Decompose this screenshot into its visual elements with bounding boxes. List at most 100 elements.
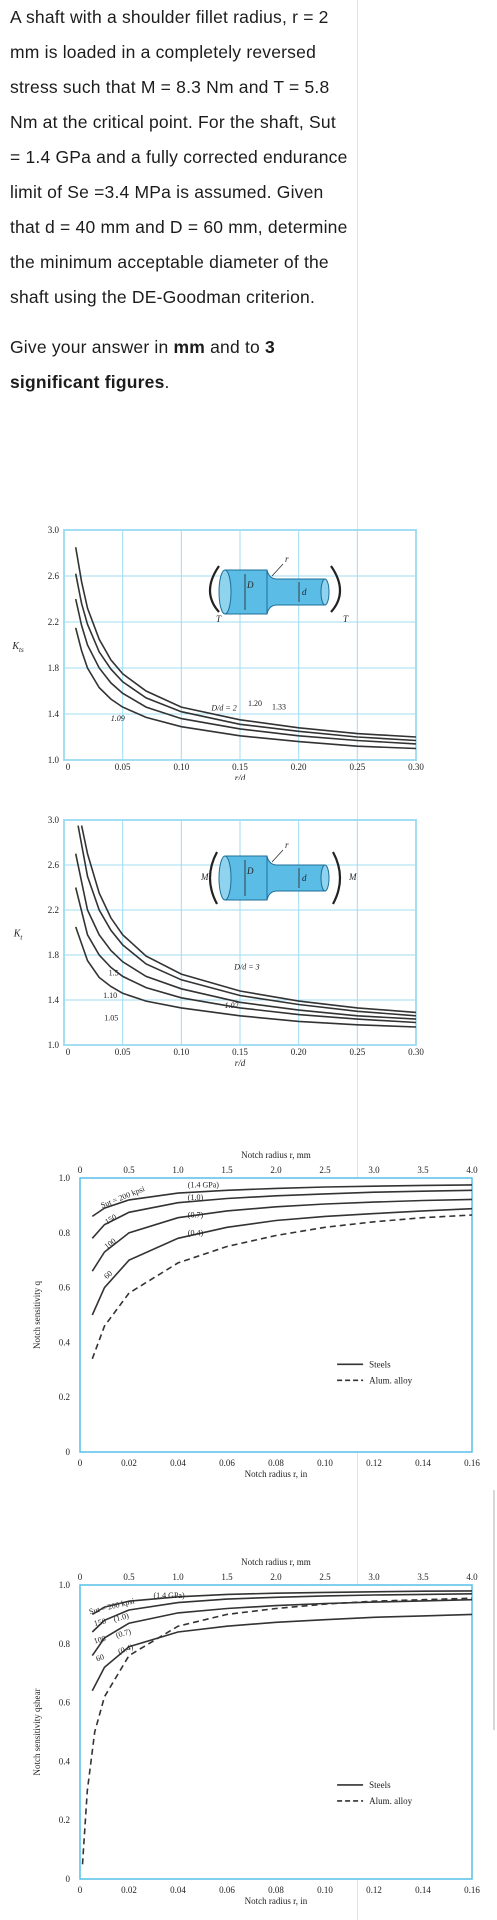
- x-axis-label: r/d: [235, 1058, 246, 1068]
- curve-label: (0.7): [188, 1211, 204, 1220]
- load-label: M: [348, 872, 357, 882]
- y-tick-label: 1.0: [59, 1173, 71, 1183]
- y-tick-label: 2.2: [48, 905, 59, 915]
- shaft-end-face: [320, 864, 330, 892]
- moment-arrow-right: [332, 851, 342, 905]
- load-label: T: [343, 614, 349, 624]
- y-axis-label: Notch sensitivity qshear: [32, 1689, 42, 1776]
- dimension-D-label: D: [246, 866, 254, 876]
- y-tick-label: 1.0: [48, 755, 60, 765]
- curve-d-d-3: [80, 825, 417, 1014]
- x-tick-label: 0.02: [121, 1458, 137, 1468]
- dimension-d-label: d: [302, 587, 307, 597]
- shaft-end-face: [218, 855, 232, 901]
- y-tick-label: 0.4: [59, 1337, 71, 1347]
- top-tick-label: 1.5: [221, 1165, 233, 1175]
- y-tick-label: 2.6: [48, 860, 60, 870]
- torsion-stress-concentration-chart: 1.0 1.4 1.8 2.2 2.6 3.0 0 0.05 0.10 0.15 0.20 0.25 0…: [11, 525, 424, 780]
- x-tick-label: 0: [78, 1458, 83, 1468]
- legend-steels: Steels: [369, 1780, 391, 1790]
- shaft-large-section: [224, 569, 268, 615]
- x-axis-label: Notch radius r, in: [245, 1896, 308, 1906]
- x-tick-label: 0.08: [268, 1885, 284, 1895]
- x-tick-label: 0.30: [408, 1047, 424, 1057]
- x-tick-label: 0: [66, 762, 71, 772]
- x-tick-label: 0.10: [173, 1047, 189, 1057]
- shaft-diagram: Dd r T T: [208, 554, 349, 624]
- curve-label: (1.0): [188, 1193, 204, 1202]
- scroll-edge: [493, 1490, 495, 1730]
- x-tick-label: 0.12: [366, 1458, 382, 1468]
- curve-label: D/d = 2: [210, 704, 236, 713]
- top-tick-label: 4.0: [466, 1165, 478, 1175]
- curve-1-33: [74, 573, 417, 742]
- curve-label: 1.09: [111, 714, 125, 723]
- instruction-end: .: [164, 372, 170, 392]
- x-tick-label: 0.25: [349, 762, 365, 772]
- top-tick-label: 2.5: [319, 1572, 331, 1582]
- torque-arrow-right: [330, 565, 342, 613]
- curve-label: (1.4 GPa): [188, 1181, 219, 1190]
- y-tick-label: 0.2: [59, 1815, 70, 1825]
- x-tick-label: 0.10: [317, 1458, 333, 1468]
- y-tick-label: 1.4: [48, 709, 60, 719]
- y-axis-label: Kt: [13, 929, 24, 942]
- top-tick-label: 2.0: [270, 1572, 282, 1582]
- top-tick-label: 1.5: [221, 1572, 233, 1582]
- curve-60-0-4-: [91, 1613, 473, 1692]
- top-tick-label: 0.5: [123, 1572, 135, 1582]
- top-tick-label: 4.0: [466, 1572, 478, 1582]
- x-tick-label: 0.10: [317, 1885, 333, 1895]
- curve-label: 60: [95, 1652, 106, 1663]
- top-tick-label: 2.0: [270, 1165, 282, 1175]
- x-tick-label: 0.16: [464, 1885, 480, 1895]
- curve-label: (1.4 GPa): [154, 1591, 185, 1600]
- torque-arrow-left: [208, 565, 220, 613]
- x-tick-label: 0.06: [219, 1458, 235, 1468]
- plot-frame: [79, 1177, 473, 1453]
- fillet-radius-label: r: [285, 554, 289, 564]
- curve-label: 1.02: [225, 1001, 239, 1010]
- curve-sut-200-kpsi-1-4-gpa-: [91, 1590, 473, 1616]
- y-tick-label: 0.6: [59, 1698, 71, 1708]
- curve-100-0-7-: [91, 1198, 473, 1272]
- top-tick-label: 3.5: [417, 1572, 429, 1582]
- curve-1-20: [74, 598, 417, 745]
- curve-150-1-0-: [91, 1189, 473, 1239]
- notch-sensitivity-shear-chart: 0 0.2 0.4 0.6 0.8 1.0 0 0.02 0.04 0.06 0.08 0.10 0.1…: [32, 1557, 480, 1906]
- question-text: A shaft with a shoulder fillet radius, r…: [10, 0, 350, 400]
- y-tick-label: 0.2: [59, 1392, 70, 1402]
- top-tick-label: 0: [78, 1165, 83, 1175]
- instruction-prefix: Give your answer in: [10, 337, 174, 357]
- fillet-radius-label: r: [285, 840, 289, 850]
- top-tick-label: 3.0: [368, 1572, 380, 1582]
- fillet-leader: [271, 849, 284, 863]
- curve-label: 1.33: [272, 702, 286, 711]
- y-tick-label: 2.2: [48, 617, 59, 627]
- y-tick-label: 1.8: [48, 663, 60, 673]
- x-tick-label: 0.14: [415, 1885, 431, 1895]
- curve-150-1-0-: [91, 1593, 473, 1633]
- top-tick-label: 3.0: [368, 1165, 380, 1175]
- top-axis-title: Notch radius r, mm: [241, 1557, 311, 1567]
- x-tick-label: 0.14: [415, 1458, 431, 1468]
- x-tick-label: 0.05: [115, 762, 131, 772]
- x-tick-label: 0.15: [232, 1047, 248, 1057]
- moment-arrow-left: [208, 851, 218, 905]
- legend-alum: Alum. alloy: [369, 1796, 412, 1806]
- y-tick-label: 3.0: [48, 815, 60, 825]
- curve-label: 1.5: [109, 968, 119, 977]
- instruction-sigfigs: 3 significant figures: [10, 337, 275, 392]
- legend-alum: Alum. alloy: [369, 1375, 412, 1385]
- curve-label: 1.05: [104, 1013, 118, 1022]
- x-tick-label: 0.30: [408, 762, 424, 772]
- x-tick-label: 0.05: [115, 1047, 131, 1057]
- curve-1-05: [74, 887, 417, 1024]
- y-tick-label: 1.4: [48, 995, 60, 1005]
- plot-frame: [79, 1584, 473, 1880]
- top-axis-title: Notch radius r, mm: [241, 1150, 311, 1160]
- y-tick-label: 0: [66, 1447, 71, 1457]
- top-tick-label: 1.0: [172, 1572, 184, 1582]
- curve-label: 60: [102, 1269, 114, 1281]
- shaft-end-face: [320, 578, 330, 606]
